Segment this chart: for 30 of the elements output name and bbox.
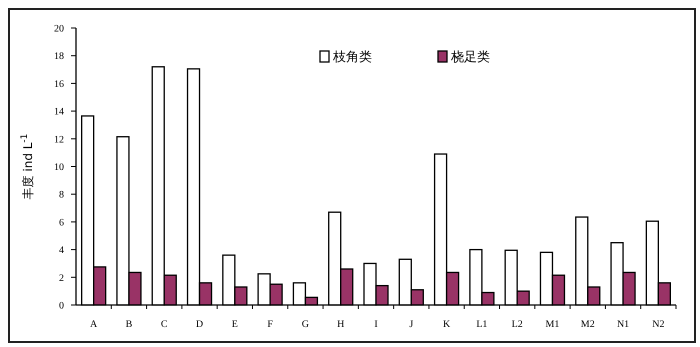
y-tick-label: 12 [54, 134, 64, 146]
x-tick-label: E [232, 319, 238, 330]
y-tick-label: 8 [59, 190, 64, 201]
x-tick-label: L1 [476, 319, 488, 330]
x-tick-label: H [337, 319, 344, 330]
x-tick-label: B [126, 319, 133, 330]
x-tick-label: F [267, 319, 274, 330]
y-tick-label: 2 [59, 272, 64, 284]
x-tick-label: K [442, 319, 451, 330]
x-tick-label: C [160, 319, 168, 330]
x-tick-label: N1 [616, 319, 630, 330]
legend-label: 枝角类 [332, 50, 372, 65]
x-tick-label: M1 [546, 319, 560, 330]
y-tick-label: 0 [59, 300, 64, 312]
x-tick-label: N2 [652, 319, 664, 330]
legend-label: 桡足类 [450, 50, 490, 65]
x-tick-label: M2 [580, 319, 595, 330]
x-tick-label: I [374, 319, 378, 330]
x-tick-label: J [409, 319, 414, 330]
y-tick-label: 14 [54, 106, 64, 118]
x-tick-label: L2 [512, 319, 523, 330]
y-tick-label: 20 [54, 24, 64, 34]
x-tick-label: G [302, 319, 310, 330]
x-tick-label: D [196, 319, 204, 330]
y-tick-label: 4 [59, 245, 64, 256]
x-tick-label: A [90, 319, 98, 330]
y-tick-label: 16 [54, 78, 64, 90]
y-tick-label: 18 [54, 51, 64, 62]
y-tick-label: 6 [59, 217, 64, 228]
y-tick-label: 10 [54, 162, 64, 173]
